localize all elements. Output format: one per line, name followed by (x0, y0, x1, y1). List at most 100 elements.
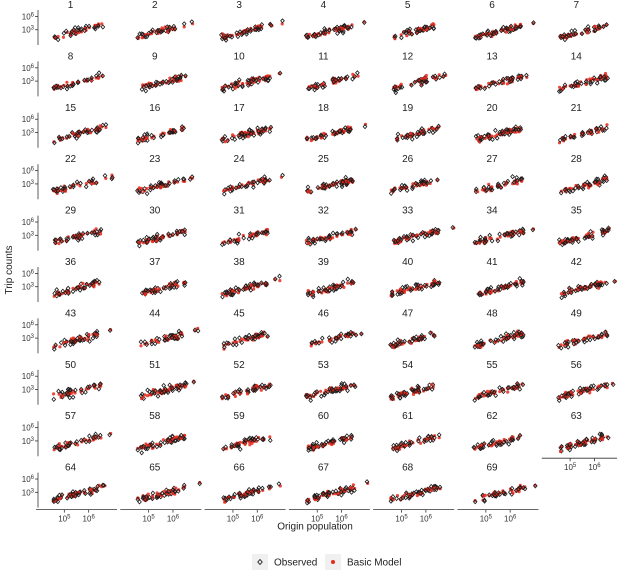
point-basic-model (558, 449, 563, 454)
point-observed (107, 432, 112, 438)
point-observed (219, 137, 225, 143)
point-basic-model (560, 87, 564, 91)
panel-title: 30 (149, 206, 161, 217)
point-observed (564, 442, 570, 449)
point-observed (353, 332, 359, 338)
panel-title: 22 (65, 154, 77, 165)
point-observed (583, 78, 589, 85)
point-basic-model (182, 25, 186, 29)
point-basic-model (198, 480, 202, 485)
point-observed (567, 189, 573, 195)
point-observed (64, 134, 70, 140)
point-observed (255, 25, 261, 31)
point-observed (429, 434, 434, 440)
point-observed (425, 385, 431, 391)
point-observed (569, 83, 574, 89)
panel-25: 25 (304, 154, 355, 195)
point-basic-model (328, 237, 332, 241)
point-basic-model (596, 183, 600, 187)
panel-title: 29 (65, 206, 77, 217)
point-basic-model (571, 338, 575, 343)
point-observed (565, 238, 571, 244)
point-observed (78, 437, 84, 443)
point-observed (342, 125, 348, 131)
point-observed (56, 291, 62, 297)
point-observed (327, 490, 332, 496)
point-observed (407, 440, 412, 446)
point-observed (83, 490, 88, 497)
panel-title: 19 (402, 103, 414, 114)
point-observed (136, 189, 142, 196)
point-observed (435, 280, 441, 286)
x-tick-label: 106 (504, 515, 517, 524)
point-observed (340, 179, 346, 185)
point-observed (233, 80, 238, 86)
x-tick-label: 105 (395, 515, 408, 524)
point-observed (71, 81, 76, 87)
point-observed (349, 24, 354, 30)
point-observed (152, 341, 158, 347)
point-basic-model (346, 281, 350, 285)
point-observed (175, 488, 181, 494)
point-basic-model (225, 294, 229, 298)
point-observed (514, 381, 520, 387)
point-observed (492, 288, 498, 294)
point-observed (85, 77, 91, 83)
point-observed (228, 184, 233, 190)
point-observed (222, 133, 228, 140)
point-observed (487, 135, 492, 142)
point-observed (513, 26, 518, 32)
point-observed (407, 442, 412, 448)
point-basic-model (600, 336, 604, 340)
point-observed (403, 134, 408, 140)
point-observed (272, 276, 278, 282)
point-observed (397, 235, 402, 241)
point-observed (86, 23, 92, 29)
point-basic-model (605, 123, 609, 127)
point-observed (261, 384, 267, 390)
point-basic-model (518, 229, 523, 233)
point-observed (477, 290, 483, 296)
point-observed (52, 444, 57, 450)
y-tick-label: 106 (22, 64, 35, 73)
point-observed (314, 389, 320, 395)
point-observed (410, 387, 415, 393)
point-observed (67, 491, 73, 498)
point-observed (394, 448, 400, 454)
point-observed (100, 73, 106, 79)
point-basic-model (411, 182, 415, 186)
panel-51: 51 (138, 360, 197, 402)
point-observed (51, 187, 57, 193)
point-basic-model (98, 124, 102, 128)
point-observed (481, 441, 487, 447)
point-observed (58, 340, 64, 346)
point-observed (64, 495, 70, 501)
point-observed (248, 131, 254, 137)
panel-title: 48 (486, 308, 498, 319)
point-observed (64, 86, 70, 92)
point-basic-model (58, 345, 62, 349)
point-observed (436, 227, 441, 233)
point-observed (187, 176, 193, 182)
point-observed (237, 287, 242, 293)
point-observed (160, 79, 166, 85)
point-observed (60, 288, 66, 294)
point-observed (160, 132, 166, 138)
point-observed (237, 335, 242, 341)
point-observed (161, 382, 167, 389)
point-observed (419, 286, 425, 292)
panel-60: 60 (306, 411, 355, 453)
panel-53: 53 (303, 360, 358, 403)
point-observed (227, 33, 233, 39)
point-observed (306, 86, 311, 92)
point-observed (76, 235, 82, 241)
point-observed (476, 394, 482, 400)
point-basic-model (351, 72, 355, 76)
point-observed (604, 280, 609, 286)
point-observed (309, 340, 315, 346)
point-observed (233, 285, 239, 291)
point-basic-model (492, 442, 496, 446)
point-observed (265, 333, 271, 339)
point-observed (267, 437, 273, 443)
point-observed (89, 75, 94, 81)
